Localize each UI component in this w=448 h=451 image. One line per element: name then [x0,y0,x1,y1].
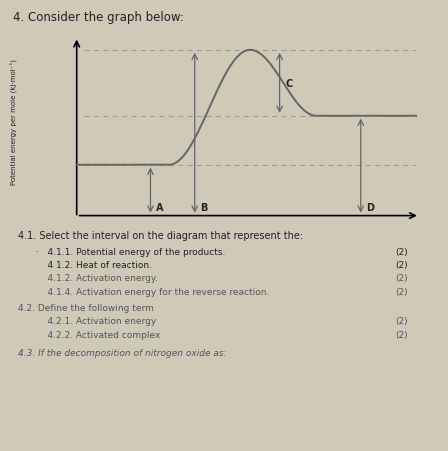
Text: 4.1.4. Activation energy for the reverse reaction.: 4.1.4. Activation energy for the reverse… [36,287,269,296]
Text: 4.2. Define the following term: 4.2. Define the following term [18,303,154,312]
Text: 4.1.2. Activation energy.: 4.1.2. Activation energy. [36,274,158,283]
Text: ·   4.1.1. Potential energy of the products.: · 4.1.1. Potential energy of the product… [36,247,225,256]
Text: 4. Consider the graph below:: 4. Consider the graph below: [13,11,184,24]
Text: (2): (2) [395,247,408,256]
Text: Potential energy per mole (kJ·mol⁻¹): Potential energy per mole (kJ·mol⁻¹) [10,59,17,184]
Text: (2): (2) [395,317,408,326]
Text: B: B [200,202,208,212]
Text: (2): (2) [395,274,408,283]
Text: D: D [366,202,375,212]
Text: C: C [285,78,293,88]
Text: 4.2.1. Activation energy: 4.2.1. Activation energy [36,317,156,326]
Text: (2): (2) [395,261,408,270]
Text: (2): (2) [395,330,408,339]
Text: 4.1. Select the interval on the diagram that represent the:: 4.1. Select the interval on the diagram … [18,231,303,241]
Text: 4.3. If the decomposition of nitrogen oxide as:: 4.3. If the decomposition of nitrogen ox… [18,348,227,357]
Text: (2): (2) [395,287,408,296]
Text: 4.2.2. Activated complex: 4.2.2. Activated complex [36,330,160,339]
Text: 4 1.2. Heat of reaction.: 4 1.2. Heat of reaction. [36,261,152,270]
Text: A: A [156,202,164,212]
